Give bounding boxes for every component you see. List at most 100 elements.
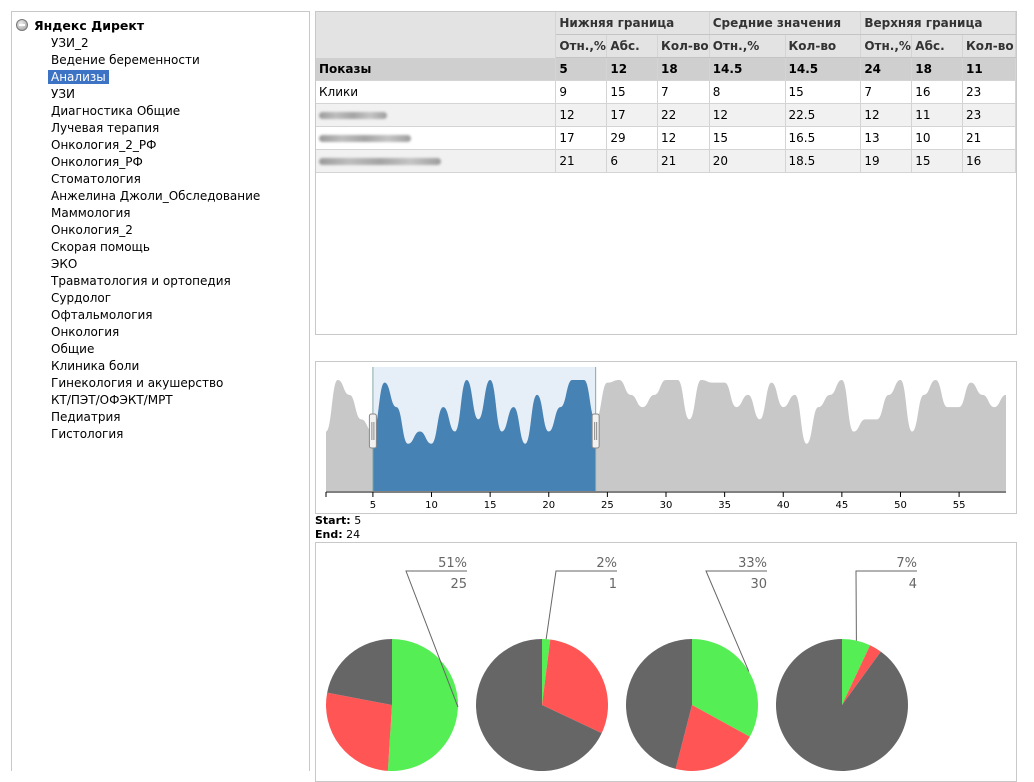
pie-slice[interactable] <box>387 639 458 771</box>
range-chart-svg[interactable]: 5 10 15 20 25 30 35 40 45 50 55 <box>316 362 1016 513</box>
tree-item[interactable]: Общие <box>48 341 263 358</box>
pie-slice[interactable] <box>476 639 602 771</box>
x-tick-label: 40 <box>777 500 790 511</box>
column-header[interactable]: Отн.,% <box>555 34 608 58</box>
tree-item[interactable]: Ведение беременности <box>48 52 263 69</box>
tree-item[interactable]: Клиника боли <box>48 358 263 375</box>
pie-slice[interactable] <box>692 639 758 737</box>
group-header-upper[interactable]: Верхняя граница <box>860 12 1016 35</box>
tree-item[interactable]: Онкология_РФ <box>48 154 263 171</box>
group-header-lower[interactable]: Нижняя граница <box>555 12 710 35</box>
table-row[interactable]: Клики 9 15 7 8 15 7 16 23 <box>316 80 1016 104</box>
start-value: 5 <box>354 514 362 527</box>
tree-item[interactable]: Педиатрия <box>48 409 263 426</box>
pie-slice[interactable] <box>326 692 392 771</box>
tree-item[interactable]: Онкология <box>48 324 263 341</box>
tree-item-label: Общие <box>51 342 95 356</box>
x-tick-label: 20 <box>542 500 555 511</box>
range-selector-chart[interactable]: 5 10 15 20 25 30 35 40 45 50 55 <box>315 361 1017 514</box>
end-handle[interactable] <box>591 413 600 449</box>
tree-item[interactable]: Диагностика Общие <box>48 103 263 120</box>
column-header[interactable]: Отн.,% <box>860 34 913 58</box>
tree-item[interactable]: Сурдолог <box>48 290 263 307</box>
group-header-mean[interactable]: Средние значения <box>709 12 862 35</box>
pie-slice[interactable] <box>842 645 881 705</box>
tree-item[interactable]: Онкология_2 <box>48 222 263 239</box>
tree-item[interactable]: УЗИ_2 <box>48 35 263 52</box>
tree-item-label: Онкология_РФ <box>51 155 143 169</box>
table-cell: 21 <box>555 149 608 173</box>
tree-item-label: Гистология <box>51 427 124 441</box>
tree-item[interactable]: Стоматология <box>48 171 263 188</box>
row-label <box>316 149 557 173</box>
column-header[interactable]: Абс. <box>606 34 659 58</box>
tree-item[interactable]: Анжелина Джоли_Обследование <box>48 188 263 205</box>
tree-item[interactable]: Онкология_2_РФ <box>48 137 263 154</box>
table-row[interactable]: 12 17 22 12 22.5 12 11 23 <box>316 103 1016 127</box>
tree-item-label: ЭКО <box>51 257 78 271</box>
table-cell: 21 <box>657 149 710 173</box>
tree-item[interactable]: КТ/ПЭТ/ОФЭКТ/МРТ <box>48 392 263 409</box>
area-series-selected <box>372 380 596 491</box>
tree-item-label: Онкология_2_РФ <box>51 138 157 152</box>
tree-item[interactable]: Офтальмология <box>48 307 263 324</box>
pie-chart: 33%30 <box>626 556 767 771</box>
tree-item-label: Онкология_2 <box>51 223 133 237</box>
table-row[interactable]: Показы 5 12 18 14.5 14.5 24 18 11 <box>316 57 1016 81</box>
pie-slice[interactable] <box>327 639 392 705</box>
tree-item-label: УЗИ <box>51 87 75 101</box>
column-header[interactable]: Кол-во <box>657 34 710 58</box>
table-cell: 10 <box>911 126 963 150</box>
start-label: Start: <box>315 514 351 527</box>
pie-charts-svg: 51%252%133%307%4 <box>326 556 917 771</box>
table-cell: 15 <box>911 149 963 173</box>
table-cell: 11 <box>911 103 963 127</box>
x-tick-label: 35 <box>718 500 731 511</box>
tree-item[interactable]: Травматология и ортопедия <box>48 273 263 290</box>
table-cell: 16 <box>911 80 963 104</box>
tree-item[interactable]: Гистология <box>48 426 263 443</box>
pie-percent-label: 51% <box>438 556 467 571</box>
column-header[interactable]: Отн.,% <box>709 34 786 58</box>
header-corner <box>316 12 557 35</box>
table-cell: 15 <box>785 80 862 104</box>
table-cell: 15 <box>709 126 786 150</box>
pie-percent-label: 33% <box>738 556 767 571</box>
column-header[interactable]: Абс. <box>911 34 963 58</box>
pie-slice[interactable] <box>675 705 750 771</box>
tree-item-label: Травматология и ортопедия <box>51 274 231 288</box>
collapse-icon[interactable] <box>16 19 28 31</box>
tree-item[interactable]: ЭКО <box>48 256 263 273</box>
table-cell: 15 <box>606 80 659 104</box>
tree-item[interactable]: Маммология <box>48 205 263 222</box>
tree-root[interactable]: Яндекс Директ <box>16 17 144 33</box>
tree-item[interactable]: Гинекология и акушерство <box>48 375 263 392</box>
tree-item[interactable]: Анализы <box>48 69 263 86</box>
pie-count-label: 25 <box>450 577 467 592</box>
tree-items: УЗИ_2 Ведение беременности Анализы УЗИ Диагн… <box>48 35 263 443</box>
table-row[interactable]: 17 29 12 15 16.5 13 10 21 <box>316 126 1016 150</box>
redacted-label <box>319 135 411 142</box>
range-readout: Start: 5 End: 24 <box>315 514 361 542</box>
start-handle[interactable] <box>368 413 377 449</box>
pie-count-label: 30 <box>750 577 767 592</box>
column-header[interactable]: Кол-во <box>785 34 862 58</box>
tree-root-label[interactable]: Яндекс Директ <box>34 17 145 33</box>
table-row[interactable]: 21 6 21 20 18.5 19 15 16 <box>316 149 1016 173</box>
tree-item[interactable]: Лучевая терапия <box>48 120 263 137</box>
redacted-label <box>319 158 441 165</box>
tree-item[interactable]: УЗИ <box>48 86 263 103</box>
x-tick-label: 5 <box>370 500 376 511</box>
pie-slice[interactable] <box>542 639 608 734</box>
pie-slice[interactable] <box>626 639 692 769</box>
pie-slice[interactable] <box>542 639 551 705</box>
column-header[interactable]: Кол-во <box>962 34 1016 58</box>
tree-item[interactable]: Скорая помощь <box>48 239 263 256</box>
tree-item-label: Онкология <box>51 325 120 339</box>
tree-item-label: Лучевая терапия <box>51 121 160 135</box>
tree-item-label: УЗИ_2 <box>51 36 89 50</box>
pie-slice[interactable] <box>842 639 871 705</box>
pie-chart: 7%4 <box>776 556 917 771</box>
table-cell: 11 <box>962 57 1016 81</box>
pie-slice[interactable] <box>776 639 909 771</box>
